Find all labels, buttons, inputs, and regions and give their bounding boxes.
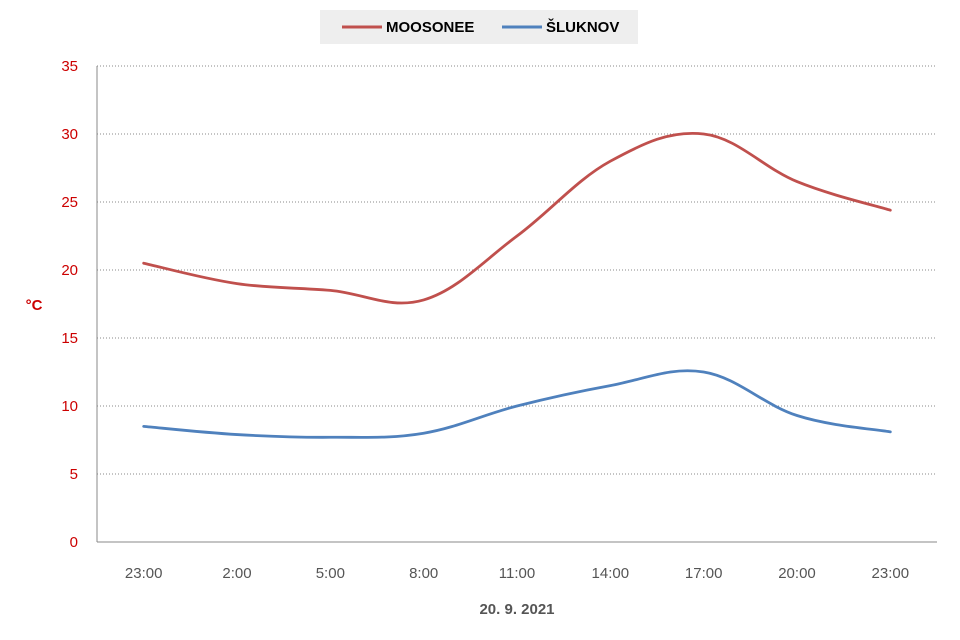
x-tick-label: 23:00 xyxy=(125,565,163,582)
y-tick-label: 35 xyxy=(61,58,78,75)
x-tick-label: 20:00 xyxy=(778,565,816,582)
axes xyxy=(96,66,937,543)
x-tick-label: 2:00 xyxy=(222,565,251,582)
x-tick-label: 8:00 xyxy=(409,565,438,582)
y-tick-label: 10 xyxy=(61,398,78,415)
legend-label-moosonee: MOOSONEE xyxy=(386,19,474,36)
series-line-sluknov xyxy=(142,369,892,439)
series-line-moosonee xyxy=(142,131,892,305)
x-tick-label: 17:00 xyxy=(685,565,723,582)
series-lines xyxy=(142,131,892,439)
x-tick-labels: 23:00 2:00 5:00 8:00 11:00 14:00 17:00 20:00 23:… xyxy=(125,565,909,582)
y-tick-labels: 0 5 10 15 20 25 30 35 xyxy=(61,58,78,551)
x-tick-label: 5:00 xyxy=(316,565,345,582)
x-tick-label: 11:00 xyxy=(499,565,535,582)
gridlines xyxy=(97,65,937,475)
x-tick-label: 14:00 xyxy=(592,565,630,582)
legend-label-sluknov: ŠLUKNOV xyxy=(546,18,619,36)
y-tick-label: 5 xyxy=(70,466,78,483)
x-axis-label: 20. 9. 2021 xyxy=(479,601,554,618)
y-tick-label: 30 xyxy=(61,126,78,143)
x-tick-label: 23:00 xyxy=(872,565,910,582)
y-tick-label: 25 xyxy=(61,194,78,211)
y-tick-label: 15 xyxy=(61,330,78,347)
y-tick-label: 0 xyxy=(70,534,78,551)
y-tick-label: 20 xyxy=(61,262,78,279)
y-axis-label: °C xyxy=(26,297,43,314)
legend: MOOSONEE ŠLUKNOV xyxy=(320,10,638,44)
